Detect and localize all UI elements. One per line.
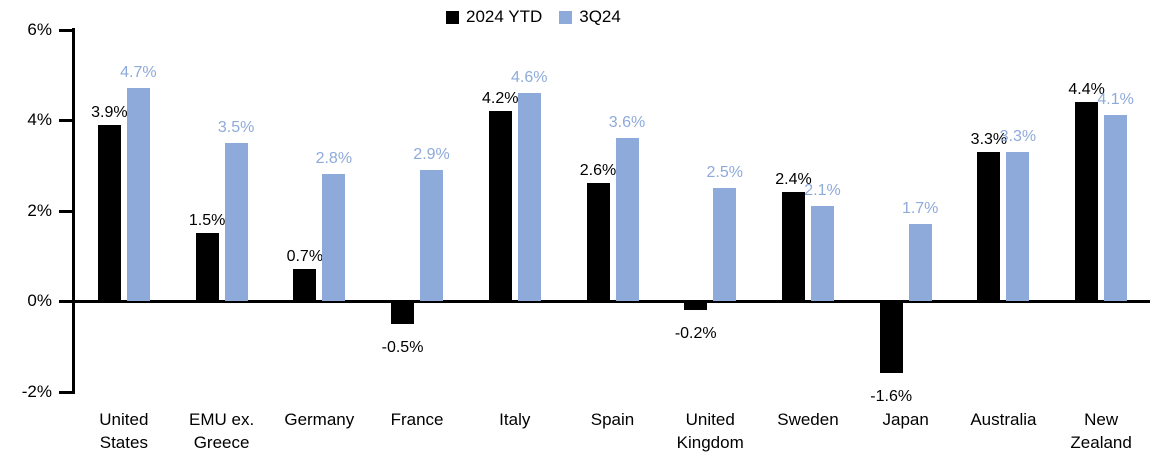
value-label-3q24-emu-ex-greece: 3.5% bbox=[217, 118, 255, 136]
bar-2024-ytd-emu-ex-greece bbox=[195, 233, 219, 301]
x-axis-label-france: France bbox=[390, 410, 444, 429]
bar-3q24-sweden bbox=[810, 205, 834, 301]
value-label-3q24-united-kingdom: 2.5% bbox=[706, 163, 743, 181]
x-axis-label-italy: Italy bbox=[499, 410, 531, 429]
y-axis-tick-mark bbox=[59, 119, 75, 122]
legend-item-2024-ytd: 2024 YTD bbox=[446, 7, 542, 27]
x-axis-label-australia: Australia bbox=[970, 410, 1037, 429]
x-axis-label-spain: Spain bbox=[590, 410, 635, 429]
bar-3q24-new-zealand bbox=[1104, 115, 1128, 301]
bar-2024-ytd-spain bbox=[586, 183, 610, 301]
value-label-3q24-italy: 4.6% bbox=[511, 68, 548, 86]
bar-3q24-japan bbox=[908, 224, 932, 301]
x-axis-label-united-states: United States bbox=[99, 410, 149, 452]
bar-2024-ytd-australia bbox=[977, 151, 1001, 301]
x-axis-label-united-kingdom: United Kingdom bbox=[676, 410, 744, 452]
y-axis-tick-label: 2% bbox=[27, 200, 52, 220]
bar-2024-ytd-united-kingdom bbox=[684, 301, 708, 311]
x-axis-label-new-zealand: New Zealand bbox=[1070, 410, 1132, 452]
legend-swatch-3q24 bbox=[559, 10, 573, 24]
value-label-3q24-germany: 2.8% bbox=[315, 150, 353, 168]
y-axis-tick-mark bbox=[59, 300, 75, 303]
bar-3q24-germany bbox=[322, 174, 346, 301]
value-label-2024-ytd-italy: 4.2% bbox=[482, 89, 519, 107]
bar-3q24-australia bbox=[1006, 151, 1030, 301]
value-label-3q24-new-zealand: 4.1% bbox=[1097, 91, 1134, 109]
legend-label-2024-ytd: 2024 YTD bbox=[466, 7, 543, 26]
y-axis-tick-mark bbox=[59, 28, 75, 32]
value-label-3q24-australia: 3.3% bbox=[999, 127, 1037, 145]
value-label-3q24-japan: 1.7% bbox=[901, 200, 939, 218]
bar-2024-ytd-germany bbox=[293, 269, 317, 301]
value-label-2024-ytd-germany: 0.7% bbox=[286, 248, 324, 266]
bar-3q24-italy bbox=[517, 92, 541, 301]
x-axis-zero-line bbox=[72, 300, 1150, 303]
x-axis-label-japan: Japan bbox=[882, 410, 929, 429]
y-axis-tick-mark bbox=[59, 209, 75, 213]
x-axis-label-germany: Germany bbox=[284, 410, 355, 429]
bar-3q24-united-kingdom bbox=[713, 187, 737, 301]
y-axis-tick-label: 6% bbox=[27, 19, 52, 39]
y-axis-tick-mark bbox=[59, 390, 75, 394]
chart-legend: 2024 YTD 3Q24 bbox=[446, 7, 621, 27]
y-axis-tick-label: 0% bbox=[27, 291, 52, 310]
bar-3q24-spain bbox=[615, 138, 639, 301]
x-axis-label-sweden: Sweden bbox=[777, 410, 839, 429]
value-label-2024-ytd-australia: 3.3% bbox=[970, 130, 1008, 148]
bar-2024-ytd-france bbox=[391, 301, 415, 324]
value-label-3q24-spain: 3.6% bbox=[608, 114, 646, 132]
y-axis-tick-label: -2% bbox=[21, 381, 52, 401]
value-label-2024-ytd-spain: 2.6% bbox=[579, 162, 617, 180]
value-label-2024-ytd-sweden: 2.4% bbox=[775, 171, 812, 189]
bar-2024-ytd-new-zealand bbox=[1075, 101, 1099, 301]
value-label-2024-ytd-united-states: 3.9% bbox=[91, 103, 128, 121]
legend-item-3q24: 3Q24 bbox=[559, 7, 621, 27]
value-label-2024-ytd-emu-ex-greece: 1.5% bbox=[188, 212, 226, 230]
value-label-2024-ytd-united-kingdom: -0.2% bbox=[674, 325, 717, 343]
value-label-2024-ytd-new-zealand: 4.4% bbox=[1068, 80, 1105, 98]
bar-2024-ytd-united-states bbox=[97, 124, 121, 301]
value-label-3q24-united-states: 4.7% bbox=[120, 64, 157, 82]
legend-label-3q24: 3Q24 bbox=[579, 7, 621, 26]
y-axis-tick-label: 4% bbox=[27, 110, 52, 129]
value-label-2024-ytd-france: -0.5% bbox=[381, 338, 424, 356]
x-axis-label-emu-ex-greece: EMU ex. Greece bbox=[188, 410, 255, 452]
bar-3q24-france bbox=[420, 169, 444, 301]
bar-2024-ytd-sweden bbox=[781, 192, 805, 301]
value-label-3q24-sweden: 2.1% bbox=[804, 181, 841, 199]
value-label-2024-ytd-japan: -1.6% bbox=[870, 388, 913, 406]
bar-3q24-emu-ex-greece bbox=[224, 142, 248, 301]
value-label-3q24-france: 2.9% bbox=[413, 145, 450, 163]
bar-3q24-united-states bbox=[126, 88, 150, 301]
legend-swatch-2024-ytd bbox=[446, 10, 459, 24]
bar-2024-ytd-japan bbox=[879, 301, 903, 374]
bar-2024-ytd-italy bbox=[488, 110, 512, 301]
